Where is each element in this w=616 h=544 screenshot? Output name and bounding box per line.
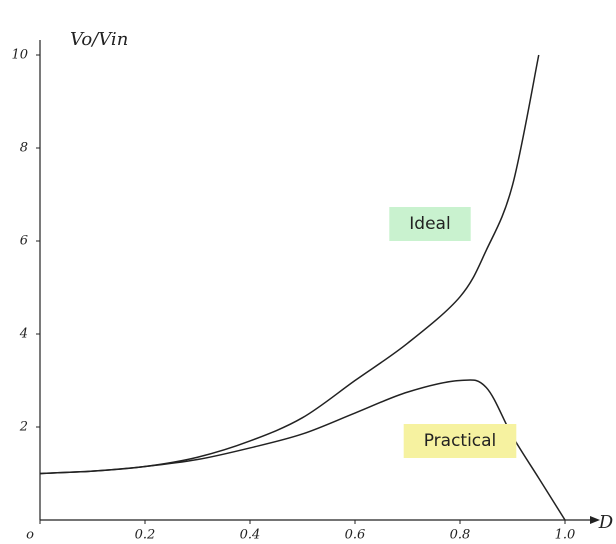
- series-line: [40, 55, 539, 474]
- series-label: Practical: [424, 431, 497, 451]
- x-tick-label: 0.4: [240, 528, 261, 543]
- x-tick-label: 1.0: [555, 528, 576, 543]
- x-tick-label: 0.8: [450, 528, 471, 543]
- x-axis-label: D: [598, 512, 614, 533]
- chart: Vo/Vin D o 0.2 0.4 0.6 0.8 1.0 2 4 6 8 10 Ideal Prac…: [0, 0, 616, 544]
- x-tick-label: o: [26, 528, 34, 543]
- y-tick-label: 4: [19, 327, 28, 342]
- y-axis-label: Vo/Vin: [70, 29, 128, 50]
- y-tick-label: 8: [20, 141, 28, 156]
- x-tick-label: 0.2: [135, 528, 156, 543]
- series-label: Ideal: [409, 214, 450, 234]
- y-tick-label: 2: [19, 420, 28, 435]
- x-tick-label: 0.6: [345, 528, 366, 543]
- y-tick-label: 6: [20, 234, 28, 249]
- y-tick-label: 10: [11, 48, 28, 63]
